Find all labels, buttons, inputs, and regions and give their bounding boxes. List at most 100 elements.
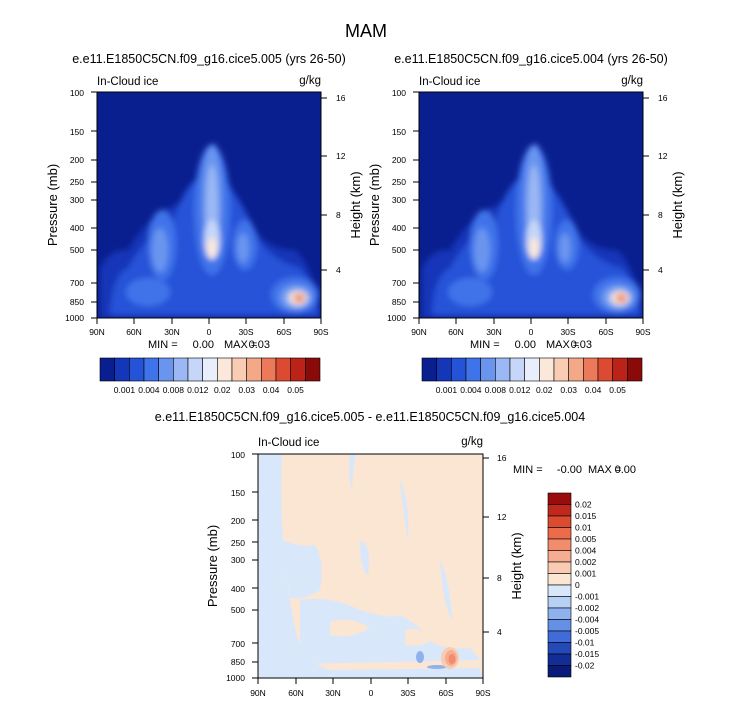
colorbar-swatch [627,357,643,382]
panel-3-field-label: In-Cloud ice [258,437,319,449]
colorbar-swatch [547,665,572,678]
colorbar-label: 0.008 [163,385,185,395]
panel-2-title: e.e11.E1850C5CN.f09_g16.cice5.004 (yrs 2… [394,52,668,66]
colorbar-swatch [495,357,511,382]
colorbar-swatch [217,357,233,382]
colorbar-swatch [187,357,203,382]
colorbar-swatch [524,357,540,382]
panel-3-height-ticks: 16 12 8 4 [483,453,507,637]
panel-1-height-tick-label: 8 [336,210,341,220]
colorbar-label: -0.001 [575,592,599,602]
colorbar-label: 0.004 [460,385,482,395]
colorbar-swatch [547,596,572,609]
panel-1-title: e.e11.E1850C5CN.f09_g16.cice5.005 (yrs 2… [72,52,346,66]
panel-2-xtick-label: 60N [448,327,464,337]
panel-2-colorbar: 0.001 0.004 0.008 0.012 0.02 0.03 0.04 0.05 [421,357,643,395]
panel-2-xtick-label: 30S [560,327,575,337]
colorbar-swatch [547,504,572,517]
panel-1-contours [100,143,321,318]
panel-3-ytick-label: 250 [231,538,245,548]
panel-1-xtick-label: 60S [276,327,291,337]
panel-2-min-label: MIN = [470,339,500,351]
panel-3-ylabel: Pressure (mb) [205,525,220,607]
colorbar-label: 0.04 [263,385,280,395]
colorbar-label: 0.004 [575,546,597,556]
panel-3-contours [258,454,483,678]
colorbar-swatch [547,515,572,528]
colorbar-label: -0.01 [575,638,595,648]
panel-2-ytick-label: 850 [392,297,406,307]
panel-1-max-label: MAX = [224,339,257,351]
panel-1-height-tick-label: 12 [336,151,346,161]
panel-2: e.e11.E1850C5CN.f09_g16.cice5.004 (yrs 2… [367,52,685,395]
panel-1-colorbar: 0.001 0.004 0.008 0.012 0.02 0.03 0.04 0.05 [99,357,321,395]
colorbar-label: 0.02 [575,500,592,510]
panel-1-field-label: In-Cloud ice [97,76,158,88]
colorbar-swatch [597,357,613,382]
panel-3-xtick-label: 60N [288,688,304,698]
colorbar-swatch [568,357,584,382]
panel-1-max-value: 0.03 [249,339,270,351]
panel-2-height-tick-label: 8 [658,210,663,220]
colorbar-swatch [547,527,572,540]
panel-3-yticks: 100 150 200 250 300 400 500 700 850 1000 [226,450,258,683]
panel-2-height-tick-label: 4 [658,265,663,275]
panel-2-height-tick-label: 12 [658,151,668,161]
colorbar-label: 0.001 [575,569,597,579]
colorbar-label: 0.03 [560,385,577,395]
panel-2-xtick-label: 60S [598,327,613,337]
colorbar-label: 0.015 [575,511,597,521]
panel-3-max-label: MAX = [588,464,621,476]
colorbar-swatch [480,357,496,382]
panel-2-minmax: MIN = 0.00 MAX = 0.03 [470,339,592,351]
panel-2-xtick-label: 0 [529,327,534,337]
panel-3-min-value: -0.00 [557,464,582,476]
panel-3-ytick-label: 1000 [226,673,245,683]
panel-3-ytick-label: 300 [231,555,245,565]
colorbar-label: 0.012 [187,385,209,395]
panel-2-yticks: 100 150 200 250 300 400 500 700 850 1000 [387,88,419,323]
panel-1-ytick-label: 850 [70,297,84,307]
panel-1-ytick-label: 150 [70,127,84,137]
panel-3-max-value: 0.00 [615,464,636,476]
colorbar-label: 0.02 [214,385,231,395]
panel-3-height-tick-label: 8 [497,573,502,583]
panel-1-ylabel-right: Height (km) [348,171,363,238]
panel-3-ylabel-right: Height (km) [509,532,524,599]
colorbar-swatch [547,538,572,551]
colorbar-label: -0.02 [575,661,595,671]
colorbar-swatch [547,584,572,597]
colorbar-swatch [547,561,572,574]
colorbar-swatch [231,357,247,382]
panel-3-height-tick-label: 12 [497,512,507,522]
colorbar-swatch [436,357,452,382]
colorbar-label: -0.015 [575,649,599,659]
panel-3-units-label: g/kg [461,436,483,448]
panel-2-ylabel: Pressure (mb) [367,164,382,246]
colorbar-swatch [158,357,174,382]
panel-3-ytick-label: 400 [231,584,245,594]
panel-1-ytick-label: 400 [70,223,84,233]
colorbar-swatch [129,357,145,382]
panel-3-min-label: MIN = [513,464,543,476]
panel-2-max-value: 0.03 [571,339,592,351]
panel-2-units-label: g/kg [621,75,643,87]
panel-3-xticks: 90N 60N 30N 0 30S 60S 90S [250,678,491,698]
panel-2-xtick-label: 30N [486,327,502,337]
colorbar-swatch [583,357,599,382]
panel-1-xtick-label: 90N [89,327,105,337]
panel-2-ytick-label: 200 [392,155,406,165]
panel-3-xtick-label: 0 [369,688,374,698]
panel-1-xtick-label: 60N [126,327,142,337]
figure-title: MAM [345,21,387,41]
panel-3: e.e11.E1850C5CN.f09_g16.cice5.005 - e.e1… [155,410,636,698]
colorbar-swatch [547,619,572,632]
panel-2-ytick-label: 250 [392,177,406,187]
panel-2-xtick-label: 90S [635,327,650,337]
panel-3-xtick-label: 90S [475,688,490,698]
panel-2-ytick-label: 700 [392,278,406,288]
panel-1-ytick-label: 500 [70,245,84,255]
panel-2-xticks: 90N 60N 30N 0 30S 60S 90S [411,318,651,337]
colorbar-label: 0.005 [575,534,597,544]
